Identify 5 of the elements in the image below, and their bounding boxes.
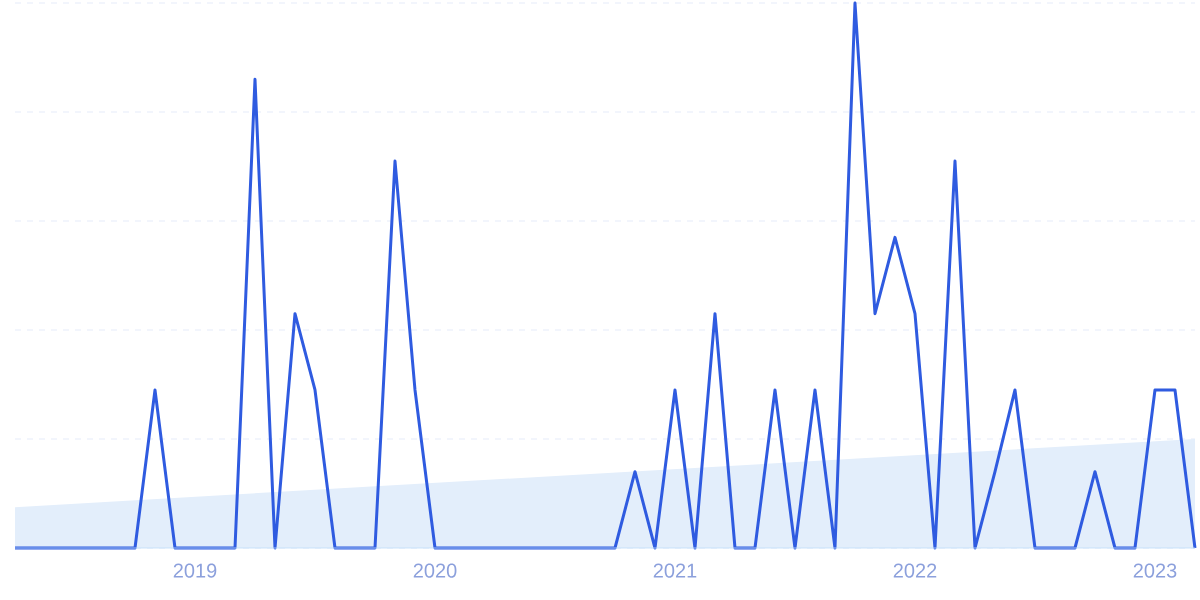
x-tick-label: 2022 <box>893 563 937 578</box>
x-tick-label: 2019 <box>173 563 217 578</box>
x-tick-label: 2020 <box>413 563 457 578</box>
x-tick-label: 2021 <box>653 563 697 578</box>
x-tick-label: 2023 <box>1133 563 1177 578</box>
